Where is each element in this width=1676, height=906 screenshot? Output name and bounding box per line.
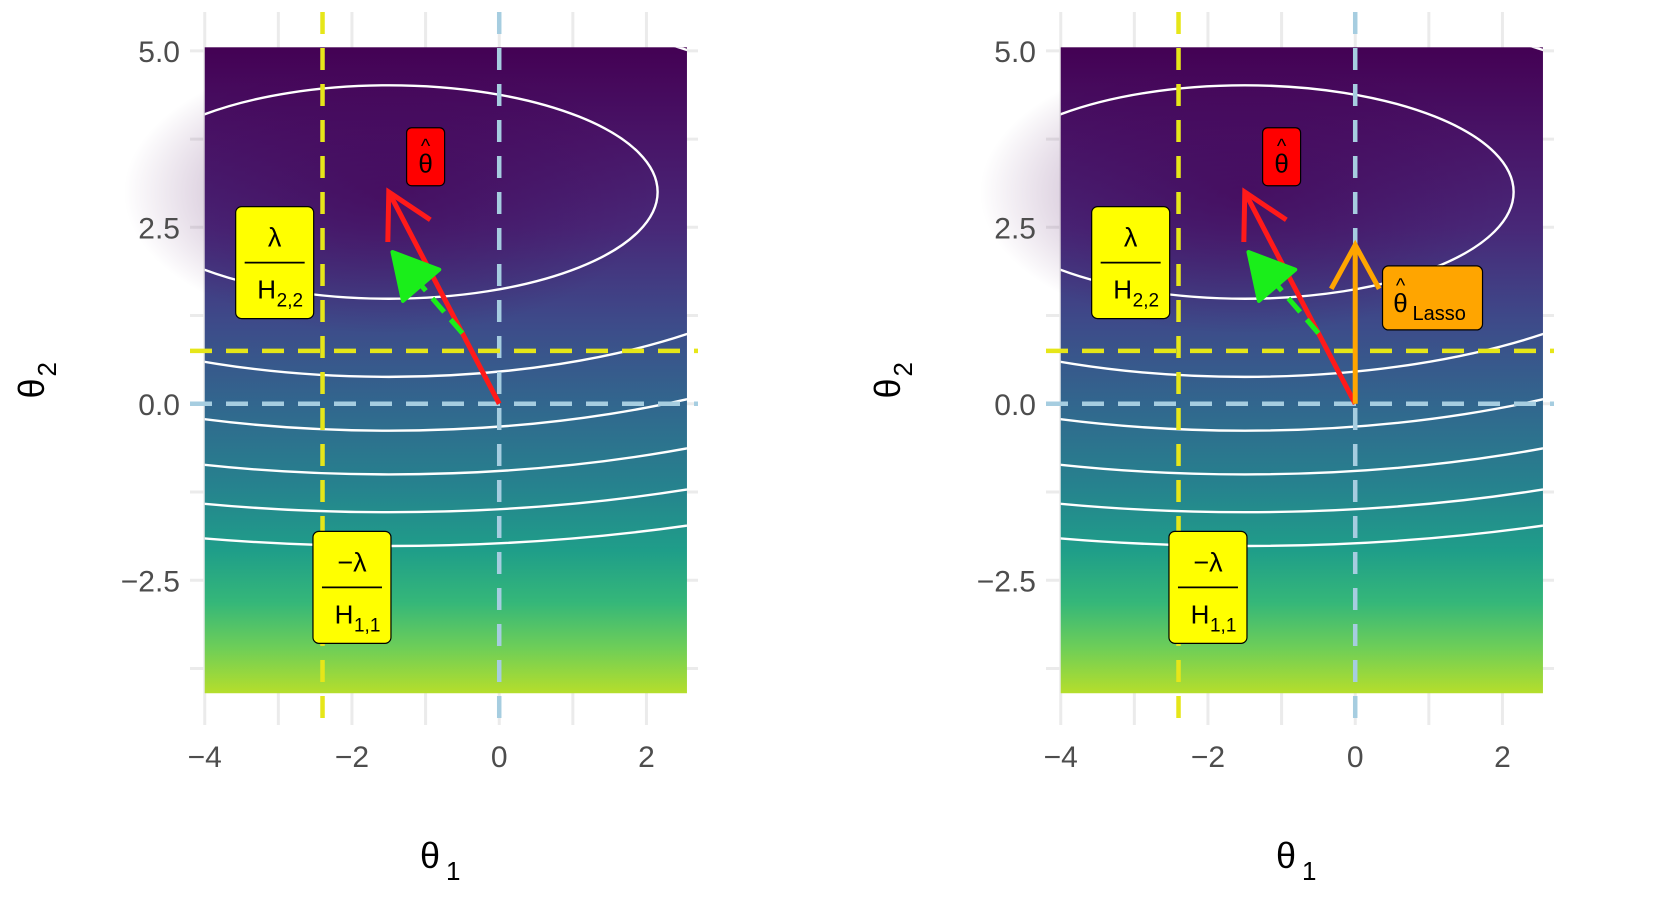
x-axis-title-sub: 1 xyxy=(446,856,460,886)
theta-hat-arrow-head xyxy=(385,187,432,243)
lambda-over-H22-label-numerator: λ xyxy=(1124,223,1138,253)
x-tick-label: 2 xyxy=(1494,741,1511,774)
x-tick-label: 0 xyxy=(1347,741,1364,774)
y-tick-label: 5.0 xyxy=(994,36,1036,69)
arrows xyxy=(1241,187,1382,405)
x-axis-title: θ xyxy=(1276,835,1296,876)
minus-lambda-over-H11-label-denominator-sub: 1,1 xyxy=(1210,615,1236,636)
theta-lasso-label-box xyxy=(1381,265,1484,331)
lasso-arrow-head xyxy=(1329,239,1382,291)
minus-lambda-over-H11-label-denominator-sub: 1,1 xyxy=(354,615,380,636)
tick-labels: −4 −2 0 2 5.0 2.5 0.0 −2.5 xyxy=(977,36,1511,774)
theta-lasso-label-text: θ xyxy=(1393,288,1407,318)
theta-lasso-label-sub: Lasso xyxy=(1413,303,1466,325)
lasso-arrow xyxy=(1329,239,1382,404)
x-tick-label: 0 xyxy=(491,741,508,774)
theta-hat-label-hat: ^ xyxy=(421,136,431,158)
x-tick-label: −4 xyxy=(188,741,222,774)
annotations: ^θλH 2,2−λH 1,1^θ Lasso xyxy=(1091,127,1484,644)
theta-lasso-label: ^θ Lasso xyxy=(1381,265,1484,331)
y-tick-label: −2.5 xyxy=(121,565,180,598)
y-tick-label: 5.0 xyxy=(138,36,180,69)
theta-hat-arrow-shaft xyxy=(386,190,502,405)
theta-hat-label: ^θ xyxy=(405,127,446,187)
y-axis-title: θ2 xyxy=(11,362,62,398)
minus-lambda-over-H11-label: −λ H 1,1 xyxy=(1168,530,1248,644)
contour-line xyxy=(1060,84,1515,300)
lambda-over-H22-label-denominator-sub: 2,2 xyxy=(277,291,303,312)
contour-line xyxy=(204,47,687,379)
contour-line xyxy=(204,447,687,476)
y-tick-label: −2.5 xyxy=(977,565,1036,598)
y-axis-title-sub: 2 xyxy=(32,362,62,376)
contour-line xyxy=(204,397,687,432)
y-tick-label: 0.0 xyxy=(994,389,1036,422)
theta-hat-arrow xyxy=(385,187,502,405)
lambda-over-H22-label-denominator: H xyxy=(1113,275,1132,305)
tick-labels: −4 −2 0 2 5.0 2.5 0.0 −2.5 xyxy=(121,36,655,774)
x-tick-label: 2 xyxy=(638,741,655,774)
y-axis-title-sub: 2 xyxy=(888,362,918,376)
arrows xyxy=(385,187,502,405)
theta-lasso-label-hat: ^ xyxy=(1396,275,1406,297)
theta-hat-label-box xyxy=(405,127,446,187)
minus-lambda-over-H11-label-denominator: H xyxy=(335,599,354,629)
contour-line xyxy=(204,488,687,514)
gradient-step-arrow-head xyxy=(390,250,442,303)
annotations: ^θλH 2,2−λH 1,1 xyxy=(235,127,446,644)
lambda-over-H22-label-denominator: H xyxy=(257,275,276,305)
x-tick-label: −2 xyxy=(335,741,369,774)
y-tick-label: 0.0 xyxy=(138,389,180,422)
theta-hat-label-hat: ^ xyxy=(1277,136,1287,158)
y-axis-title-text: θ xyxy=(867,378,908,398)
lambda-over-H22-label: λH 2,2 xyxy=(1091,206,1171,320)
contour-line xyxy=(1060,488,1543,514)
contour-line xyxy=(1060,47,1543,379)
panel-left: ^θλH 2,2−λH 1,1−4 −2 0 25.02.50.0−2.5θ 1θ2 xyxy=(11,12,698,886)
y-axis-title-text: θ xyxy=(11,378,52,398)
contour-line xyxy=(1060,447,1543,476)
minus-lambda-over-H11-label: −λ H 1,1 xyxy=(312,530,392,644)
theta-hat-arrow-head xyxy=(1241,187,1288,243)
theta-hat-label: ^θ xyxy=(1261,127,1302,187)
x-axis-title-sub: 1 xyxy=(1302,856,1316,886)
y-axis-title: θ2 xyxy=(867,362,918,398)
x-axis-title: θ xyxy=(420,835,440,876)
theta-hat-label-text: θ xyxy=(418,149,432,179)
minus-lambda-over-H11-label-denominator: H xyxy=(1191,599,1210,629)
theta-hat-label-text: θ xyxy=(1274,149,1288,179)
minus-lambda-over-H11-label-numerator: −λ xyxy=(337,547,367,577)
theta-hat-arrow-shaft xyxy=(1242,190,1358,405)
theta-hat-label-box xyxy=(1261,127,1302,187)
contour-line xyxy=(204,84,659,300)
y-tick-label: 2.5 xyxy=(138,212,180,245)
x-tick-label: −4 xyxy=(1044,741,1078,774)
contour-line xyxy=(1060,397,1543,432)
minus-lambda-over-H11-label-numerator: −λ xyxy=(1193,547,1223,577)
gradient-step-arrow xyxy=(390,250,465,335)
x-tick-label: −2 xyxy=(1191,741,1225,774)
gradient-step-arrow-head xyxy=(1246,250,1298,303)
y-tick-label: 2.5 xyxy=(994,212,1036,245)
theta-hat-arrow xyxy=(1241,187,1358,405)
gradient-step-arrow xyxy=(1246,250,1321,335)
panel-right: ^θλH 2,2−λH 1,1^θ Lasso−4 −2 0 25.02.50.0−2.5θ… xyxy=(867,12,1554,886)
lambda-over-H22-label-numerator: λ xyxy=(268,223,282,253)
lambda-over-H22-label: λH 2,2 xyxy=(235,206,315,320)
lambda-over-H22-label-denominator-sub: 2,2 xyxy=(1133,291,1159,312)
